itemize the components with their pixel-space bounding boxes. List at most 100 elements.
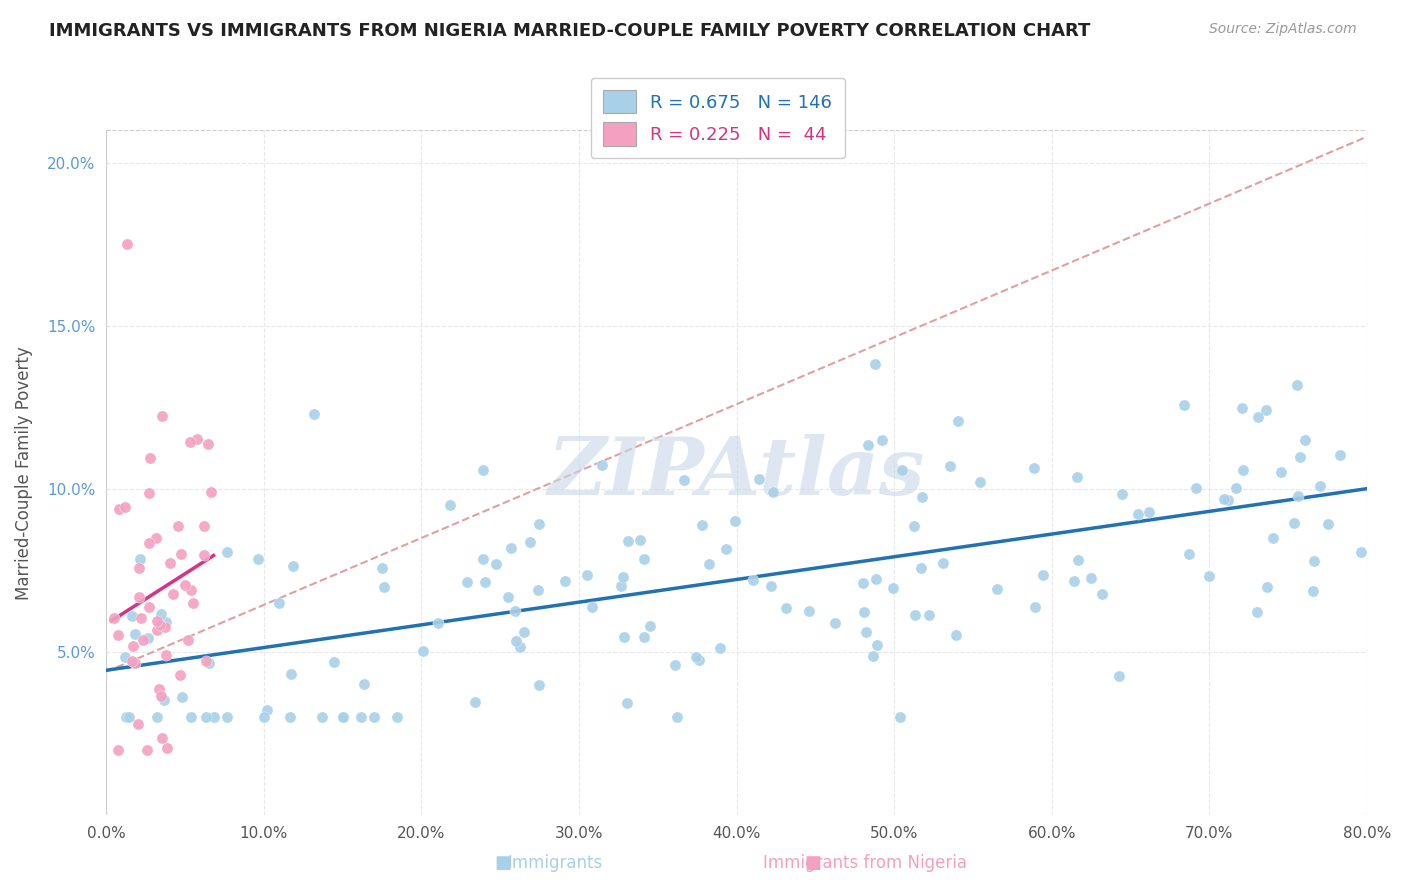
Point <box>690 518 713 533</box>
Point <box>591 458 613 472</box>
Point <box>865 572 887 586</box>
Point <box>865 638 887 652</box>
Point <box>852 575 875 590</box>
Point <box>124 657 146 671</box>
Point <box>1216 493 1239 508</box>
Point <box>512 624 534 639</box>
Point <box>186 432 208 446</box>
Point <box>616 696 638 710</box>
Point <box>124 627 146 641</box>
Point <box>1090 587 1112 601</box>
Point <box>172 690 194 705</box>
Point <box>156 741 179 756</box>
Point <box>167 518 190 533</box>
Point <box>256 703 278 717</box>
Point <box>474 575 496 590</box>
Point <box>628 533 651 547</box>
Point <box>129 610 152 624</box>
Point <box>155 648 177 663</box>
Point <box>1232 462 1254 476</box>
Point <box>612 630 634 644</box>
Point <box>939 458 962 473</box>
Point <box>527 677 550 691</box>
Point <box>969 475 991 490</box>
Point <box>332 710 354 724</box>
Point <box>527 516 550 531</box>
Point <box>439 499 461 513</box>
Point <box>863 357 886 371</box>
Point <box>1286 489 1309 503</box>
Point <box>136 631 159 645</box>
Point <box>174 578 197 592</box>
Point <box>193 548 215 562</box>
Point <box>685 649 707 664</box>
Point <box>108 501 131 516</box>
Point <box>1137 505 1160 519</box>
Point <box>138 486 160 500</box>
Point <box>195 710 218 724</box>
Point <box>132 632 155 647</box>
Point <box>280 667 302 681</box>
Point <box>139 451 162 466</box>
Point <box>932 556 955 570</box>
Point <box>499 541 522 556</box>
Legend: R = 0.675   N = 146, R = 0.225   N =  44: R = 0.675 N = 146, R = 0.225 N = 44 <box>591 78 845 158</box>
Point <box>150 690 173 704</box>
Point <box>115 710 138 724</box>
Point <box>169 547 191 561</box>
Point <box>121 608 143 623</box>
Point <box>107 743 129 757</box>
Point <box>503 603 526 617</box>
Point <box>688 653 710 667</box>
Point <box>159 556 181 570</box>
Point <box>986 582 1008 596</box>
Point <box>114 500 136 514</box>
Point <box>1225 482 1247 496</box>
Point <box>332 710 354 724</box>
Point <box>882 582 904 596</box>
Text: Immigrants from Nigeria: Immigrants from Nigeria <box>762 855 967 872</box>
Point <box>1247 409 1270 424</box>
Point <box>1270 466 1292 480</box>
Point <box>198 656 221 670</box>
Point <box>121 654 143 668</box>
Y-axis label: Married-Couple Family Poverty: Married-Couple Family Poverty <box>15 346 32 599</box>
Point <box>180 583 202 598</box>
Point <box>1289 450 1312 465</box>
Text: Immigrants: Immigrants <box>508 855 603 872</box>
Point <box>638 618 661 632</box>
Point <box>1108 669 1130 683</box>
Point <box>252 710 274 724</box>
Point <box>917 607 939 622</box>
Point <box>247 551 270 566</box>
Point <box>1254 403 1277 417</box>
Point <box>412 644 434 658</box>
Text: ■: ■ <box>804 855 821 872</box>
Point <box>350 710 373 724</box>
Point <box>1302 554 1324 568</box>
Point <box>152 693 174 707</box>
Point <box>180 710 202 724</box>
Point <box>153 620 176 634</box>
Point <box>138 600 160 615</box>
Point <box>872 433 894 447</box>
Point <box>150 409 173 423</box>
Point <box>269 596 291 610</box>
Point <box>610 579 633 593</box>
Point <box>1032 568 1054 582</box>
Point <box>193 519 215 533</box>
Point <box>946 414 969 428</box>
Point <box>1302 583 1324 598</box>
Point <box>280 710 302 724</box>
Point <box>672 473 695 487</box>
Point <box>759 579 782 593</box>
Point <box>200 484 222 499</box>
Point <box>302 408 325 422</box>
Point <box>1261 532 1284 546</box>
Point <box>709 640 731 655</box>
Point <box>370 561 392 575</box>
Point <box>1286 378 1309 392</box>
Point <box>509 640 531 654</box>
Point <box>385 710 408 724</box>
Point <box>1067 553 1090 567</box>
